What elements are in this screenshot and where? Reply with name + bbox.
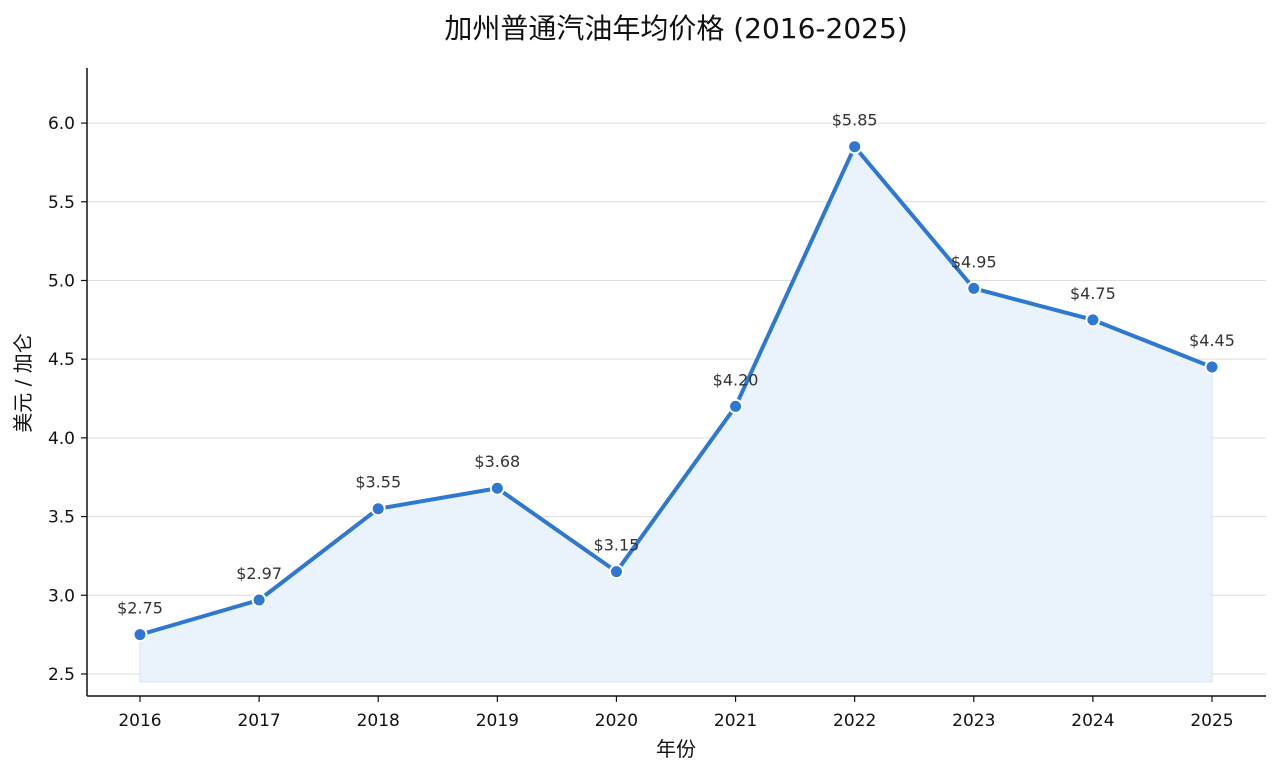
y-tick-label: 4.5 bbox=[48, 350, 75, 370]
x-tick-label: 2023 bbox=[952, 711, 995, 731]
data-point bbox=[966, 280, 982, 296]
data-label: $4.95 bbox=[951, 252, 997, 271]
data-label: $4.20 bbox=[713, 370, 759, 389]
data-point bbox=[608, 564, 624, 580]
x-ticks: 2016 2017 2018 2019 2020 2021 2022 2023 2024 2025 bbox=[118, 696, 1234, 731]
axes bbox=[86, 68, 1266, 697]
x-tick-label: 2025 bbox=[1190, 711, 1233, 731]
x-tick-label: 2021 bbox=[714, 711, 757, 731]
data-point bbox=[847, 139, 863, 155]
x-tick-label: 2019 bbox=[476, 711, 519, 731]
y-axis-label: 美元 / 加仑 bbox=[11, 333, 35, 432]
x-tick-label: 2024 bbox=[1071, 711, 1114, 731]
series-line-layer bbox=[138, 144, 1214, 637]
area-fill bbox=[139, 145, 1213, 683]
data-label: $3.15 bbox=[594, 536, 640, 555]
data-label: $2.97 bbox=[236, 564, 282, 583]
y-tick-label: 3.5 bbox=[48, 508, 75, 528]
x-tick-label: 2017 bbox=[237, 711, 280, 731]
data-label: $3.55 bbox=[355, 473, 401, 492]
data-point bbox=[132, 627, 148, 643]
data-points bbox=[132, 139, 1220, 643]
data-label: $3.68 bbox=[474, 452, 520, 471]
y-tick-label: 2.5 bbox=[48, 665, 75, 685]
y-tick-label: 5.5 bbox=[48, 193, 75, 213]
data-label: $2.75 bbox=[117, 599, 163, 618]
chart-title: 加州普通汽油年均价格 (2016-2025) bbox=[444, 12, 907, 45]
data-point bbox=[728, 398, 744, 414]
area-fill-layer bbox=[139, 145, 1213, 683]
x-tick-label: 2020 bbox=[595, 711, 638, 731]
data-point bbox=[1085, 312, 1101, 328]
y-tick-label: 4.0 bbox=[48, 429, 75, 449]
x-tick-label: 2016 bbox=[118, 711, 161, 731]
series-line bbox=[138, 144, 1214, 637]
data-point bbox=[1204, 359, 1220, 375]
data-label: $4.75 bbox=[1070, 284, 1116, 303]
data-point bbox=[370, 501, 386, 517]
y-ticks: 2.5 3.0 3.5 4.0 4.5 5.0 5.5 6.0 bbox=[48, 114, 87, 685]
data-label: $4.45 bbox=[1189, 331, 1235, 350]
data-point bbox=[251, 592, 267, 608]
x-axis-label: 年份 bbox=[656, 737, 696, 761]
data-labels: $2.75 $2.97 $3.55 $3.68 $3.15 $4.20 $5.85 $4.95… bbox=[117, 111, 1235, 618]
y-tick-label: 3.0 bbox=[48, 586, 75, 606]
x-tick-label: 2018 bbox=[357, 711, 400, 731]
y-tick-label: 6.0 bbox=[48, 114, 75, 134]
x-tick-label: 2022 bbox=[833, 711, 876, 731]
data-label: $5.85 bbox=[832, 111, 878, 130]
y-tick-label: 5.0 bbox=[48, 271, 75, 291]
data-point bbox=[489, 480, 505, 496]
